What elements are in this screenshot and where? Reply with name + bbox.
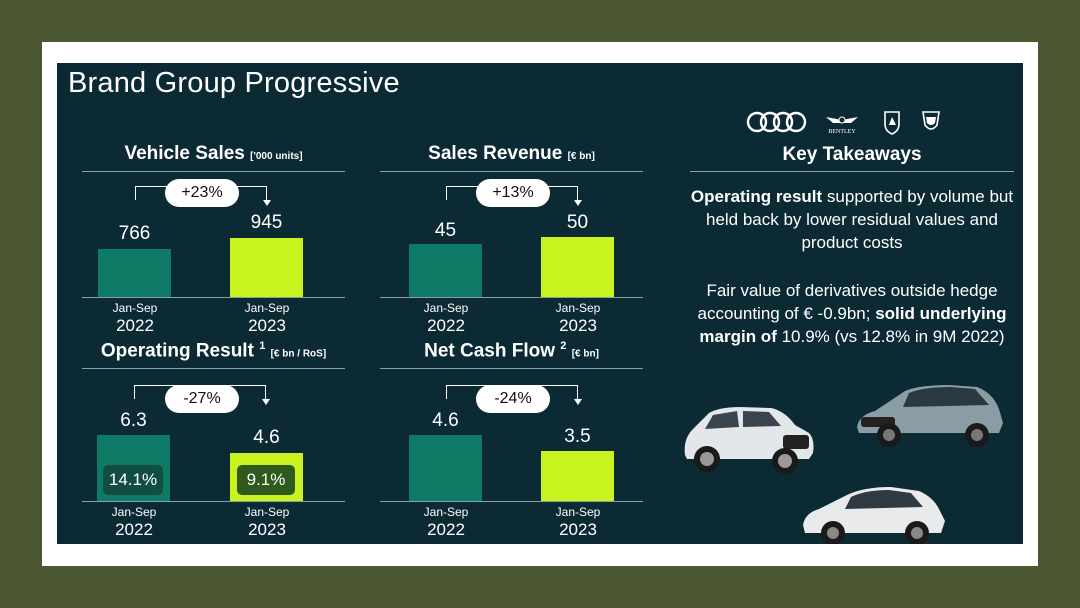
net-cash-flow-title-text: Net Cash Flow: [424, 340, 555, 362]
curr-period-label: Jan-Sep 2023: [533, 505, 623, 539]
curr-bar: [230, 238, 303, 297]
ducati-logo-icon: [922, 111, 940, 130]
brand-logos: BENTLEY: [743, 109, 953, 135]
net-cash-flow-panel: Net Cash Flow 2 [€ bn] -24% 4.6 3.5 Jan-…: [380, 340, 643, 540]
change-badge: -27%: [165, 385, 239, 413]
net-cash-flow-footnote: 2: [560, 340, 567, 352]
curr-period-label: Jan-Sep 2023: [222, 301, 312, 335]
key-takeaway-1: Operating result supported by volume but…: [690, 185, 1014, 254]
net-cash-flow-title: Net Cash Flow 2 [€ bn]: [380, 340, 643, 362]
operating-result-unit: [€ bn / RoS]: [270, 348, 327, 360]
vehicle-sales-baseline: [82, 297, 345, 298]
arrow-down-icon: [574, 200, 582, 206]
prev-bar: [409, 244, 482, 297]
arrow-down-icon: [574, 399, 582, 405]
vehicle-sales-panel: Vehicle Sales ['000 units] +23% 766 945 …: [82, 143, 345, 343]
prev-period-month: Jan-Sep: [423, 505, 469, 519]
prev-ros-badge: 14.1%: [103, 465, 163, 495]
prev-period-month: Jan-Sep: [423, 301, 469, 315]
key-takeaway-2-text: Fair value of derivatives outside hedge …: [697, 281, 998, 323]
curr-value-label: 3.5: [564, 426, 591, 447]
prev-value-label: 45: [434, 220, 457, 241]
prev-period-label: Jan-Sep 2022: [89, 505, 179, 539]
curr-period-year: 2023: [559, 519, 597, 539]
curr-period-month: Jan-Sep: [244, 505, 290, 519]
curr-bar: [541, 237, 614, 297]
vehicle-sales-title-text: Vehicle Sales: [124, 143, 245, 164]
prev-period-year: 2022: [427, 315, 465, 335]
vehicle-sales-unit: ['000 units]: [250, 151, 303, 162]
key-takeaway-1-bold: Operating result: [690, 187, 823, 206]
curr-value-label: 945: [250, 212, 283, 233]
change-badge: -24%: [476, 385, 550, 413]
audi-logo-icon: BENTLEY: [746, 111, 940, 135]
key-takeaways-title: Key Takeaways: [782, 144, 922, 165]
audi-concept-image: [857, 385, 1003, 447]
change-badge: +23%: [165, 179, 239, 207]
curr-period-year: 2023: [559, 315, 597, 335]
slide: Brand Group Progressive BENTLEY Veh: [57, 63, 1023, 544]
prev-period-label: Jan-Sep 2022: [90, 301, 180, 335]
prev-period-year: 2022: [115, 519, 153, 539]
key-takeaways-rule: [690, 171, 1014, 172]
curr-period-month: Jan-Sep: [244, 301, 290, 315]
prev-period-month: Jan-Sep: [111, 505, 157, 519]
net-cash-flow-unit: [€ bn]: [571, 348, 599, 360]
sales-revenue-panel: Sales Revenue [€ bn] +13% 45 50 Jan-Sep …: [380, 143, 643, 343]
operating-result-footnote: 1: [259, 340, 266, 352]
bentley-text: BENTLEY: [828, 129, 856, 135]
key-takeaway-2-bold: solid underlying margin of: [699, 304, 1007, 346]
prev-period-year: 2022: [427, 519, 465, 539]
prev-bar: [98, 249, 171, 297]
lamborghini-logo-icon: [884, 111, 900, 135]
prev-period-label: Jan-Sep 2022: [401, 505, 491, 539]
sales-revenue-title: Sales Revenue [€ bn]: [380, 143, 643, 165]
curr-period-year: 2023: [248, 519, 286, 539]
curr-bar: [541, 451, 614, 501]
curr-period-month: Jan-Sep: [555, 301, 601, 315]
curr-period-label: Jan-Sep 2023: [222, 505, 312, 539]
curr-period-year: 2023: [248, 315, 286, 335]
prev-period-year: 2022: [116, 315, 154, 335]
operating-result-panel: Operating Result 1 [€ bn / RoS] -27% 6.3…: [82, 340, 345, 540]
curr-value-label: 50: [566, 212, 589, 233]
curr-period-label: Jan-Sep 2023: [533, 301, 623, 335]
lamborghini-suv-image: [803, 487, 945, 544]
key-takeaway-2-end: 10.9% (vs 12.8% in 9M 2022): [776, 327, 1005, 346]
slide-title: Brand Group Progressive: [68, 67, 400, 99]
prev-period-label: Jan-Sep 2022: [401, 301, 491, 335]
key-takeaway-1-text: supported by volume but held back by low…: [705, 187, 1014, 252]
curr-value-label: 4.6: [253, 427, 280, 448]
sales-revenue-title-text: Sales Revenue: [428, 143, 563, 164]
operating-result-baseline: [82, 501, 345, 502]
bentley-suv-image: [684, 407, 814, 474]
prev-bar: [409, 435, 482, 501]
curr-period-month: Jan-Sep: [555, 505, 601, 519]
prev-value-label: 766: [118, 223, 151, 244]
net-cash-flow-baseline: [380, 501, 643, 502]
sales-revenue-rule: [380, 171, 643, 172]
sales-revenue-baseline: [380, 297, 643, 298]
net-cash-flow-rule: [380, 368, 643, 369]
prev-value-label: 6.3: [120, 410, 147, 431]
arrow-down-icon: [262, 399, 270, 405]
operating-result-rule: [82, 368, 345, 369]
bentley-logo-icon: BENTLEY: [826, 116, 858, 135]
operating-result-title-text: Operating Result: [100, 340, 254, 362]
vehicle-sales-rule: [82, 171, 345, 172]
operating-result-title: Operating Result 1 [€ bn / RoS]: [82, 340, 345, 362]
curr-ros-badge: 9.1%: [237, 465, 295, 495]
prev-period-month: Jan-Sep: [112, 301, 158, 315]
sales-revenue-unit: [€ bn]: [567, 151, 595, 162]
change-badge: +13%: [476, 179, 550, 207]
key-takeaway-2: Fair value of derivatives outside hedge …: [690, 279, 1014, 348]
arrow-down-icon: [263, 200, 271, 206]
prev-value-label: 4.6: [432, 410, 459, 431]
vehicle-sales-title: Vehicle Sales ['000 units]: [82, 143, 345, 165]
